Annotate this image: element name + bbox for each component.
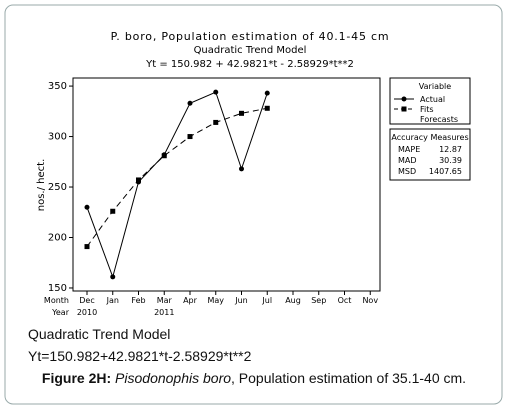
x-tick-label: Feb [131, 296, 145, 305]
point [264, 105, 270, 111]
y-label: nos./ hect. [36, 159, 47, 211]
legend-marker [401, 96, 407, 102]
y-tick-label: 350 [48, 81, 67, 92]
x-tick-label: Nov [362, 296, 378, 305]
caption-rest: , Population estimation of 35.1-40 cm. [231, 370, 467, 386]
point [110, 274, 116, 280]
legend-label: Fits [420, 105, 434, 114]
x-tick-label: Mar [157, 296, 173, 305]
point [213, 89, 219, 95]
point [136, 177, 141, 183]
point [161, 153, 167, 159]
x-tick-label: Oct [338, 296, 352, 305]
subtitle: Quadratic Trend Model [194, 45, 307, 56]
legend-label: Forecasts [420, 115, 458, 124]
accuracy-value: 30.39 [439, 156, 462, 165]
line [86, 91, 268, 279]
x-tick-label: May [207, 296, 224, 305]
x-tick-label: Dec [79, 296, 94, 305]
legend-label: Actual [420, 95, 445, 104]
y-tick-label: 300 [48, 132, 67, 143]
accuracy-value: 1407.65 [429, 167, 462, 176]
point [84, 244, 90, 250]
accuracy-name: MAD [398, 156, 417, 165]
year-tick-label: 2011 [154, 308, 174, 317]
y-tick-label: 200 [48, 232, 67, 243]
equation: Yt=150.982+42.9821*t-2.58929*t**2 [28, 348, 252, 364]
point [239, 166, 244, 172]
legend-marker [401, 106, 407, 112]
model: Quadratic Trend Model [28, 326, 171, 342]
equation: Yt = 150.982 + 42.9821*t - 2.58929*t**2 [145, 59, 354, 70]
caption-species: Pisodonophis boro [115, 370, 232, 386]
point [187, 100, 193, 106]
accuracy-box [389, 128, 471, 181]
point [110, 208, 116, 214]
y-tick-label: 250 [48, 182, 67, 193]
point [187, 134, 193, 140]
year-tick-label: 2010 [77, 308, 97, 317]
x-tick-label: Sep [311, 296, 326, 305]
x-tick-label: Jul [261, 296, 272, 305]
x-tick-label: Jan [106, 296, 119, 305]
line [86, 107, 268, 247]
accuracy-name: MAPE [398, 145, 420, 154]
frame [4, 4, 503, 405]
x-tick-label: Apr [183, 296, 198, 305]
year-label: Year [51, 308, 70, 317]
accuracy-title: Accuracy Measures [391, 133, 468, 142]
accuracy-name: MSD [398, 167, 416, 176]
title: P. boro, Population estimation of 40.1-4… [111, 30, 390, 43]
month-label: Month [44, 296, 69, 305]
point [264, 90, 270, 96]
legend-box [389, 77, 471, 125]
point [239, 110, 244, 116]
legend-title: Variable [419, 82, 451, 91]
x-tick-label: Jun [234, 296, 248, 305]
point [213, 119, 219, 125]
caption-label: Figure 2H: [41, 370, 112, 386]
x-tick-label: Aug [285, 296, 301, 305]
caption: Figure 2H: Pisodonophis boro, Population… [0, 370, 508, 386]
point [84, 204, 90, 210]
accuracy-value: 12.87 [439, 145, 462, 154]
y-tick-label: 150 [48, 283, 67, 294]
plot-area [72, 77, 381, 292]
